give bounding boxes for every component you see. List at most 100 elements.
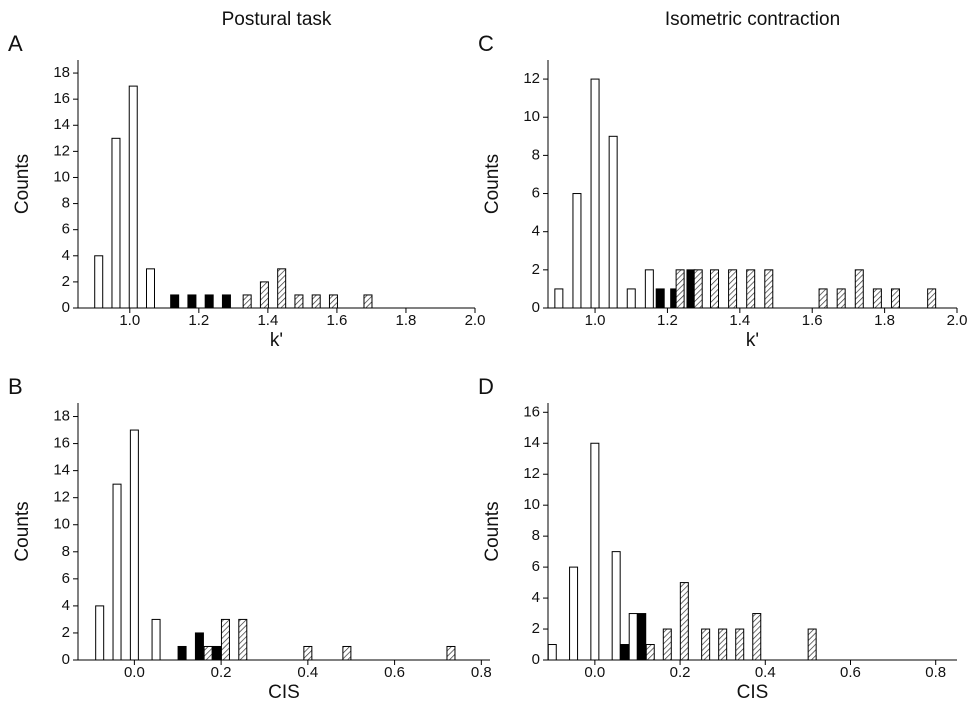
- bar: [626, 288, 636, 309]
- y-tick-label: 0: [532, 651, 540, 668]
- y-tick-label: 16: [523, 403, 540, 420]
- x-tick-label: 0.4: [297, 664, 318, 681]
- y-tick-label: 4: [532, 589, 540, 606]
- bar: [611, 551, 621, 661]
- bar: [637, 613, 647, 661]
- y-tick-label: 10: [53, 516, 70, 533]
- bar: [709, 269, 719, 309]
- bar: [644, 269, 654, 309]
- bar: [854, 269, 864, 309]
- bar: [675, 269, 685, 309]
- column-title: Postural task: [222, 9, 332, 30]
- y-tick-label: 6: [62, 570, 70, 587]
- bar: [95, 605, 105, 661]
- bar: [303, 645, 313, 661]
- y-tick-label: 8: [62, 195, 70, 212]
- y-tick-label: 12: [523, 70, 540, 87]
- bar: [628, 613, 638, 661]
- y-tick-label: 10: [523, 496, 540, 513]
- y-tick-label: 12: [523, 465, 540, 482]
- bar: [807, 628, 817, 661]
- y-tick-label: 16: [53, 90, 70, 107]
- x-tick-label: 0.6: [840, 664, 861, 681]
- x-tick-label: 0.0: [124, 664, 145, 681]
- bar: [818, 288, 828, 309]
- x-tick-label: 1.6: [326, 312, 347, 329]
- x-axis-label: CIS: [737, 682, 769, 703]
- x-tick-label: 0.0: [584, 664, 605, 681]
- x-axis-label: k': [270, 330, 283, 351]
- bar: [328, 294, 338, 309]
- y-tick-label: 14: [523, 434, 540, 451]
- bar: [311, 294, 321, 309]
- panel-letter: B: [8, 374, 23, 399]
- y-tick-label: 6: [532, 558, 540, 575]
- bar: [145, 268, 155, 309]
- bar: [128, 85, 138, 309]
- bar: [547, 644, 557, 661]
- y-tick-label: 2: [532, 620, 540, 637]
- bar: [890, 288, 900, 309]
- bar: [242, 294, 252, 309]
- panel-letter: D: [478, 374, 494, 399]
- bar: [221, 294, 231, 309]
- bar: [590, 442, 600, 661]
- bar: [572, 193, 582, 309]
- bar: [342, 645, 352, 661]
- bar: [655, 288, 665, 309]
- bar: [446, 645, 456, 661]
- y-tick-label: 0: [62, 651, 70, 668]
- y-axis-label: Counts: [482, 501, 503, 561]
- y-axis-label: Counts: [12, 154, 33, 214]
- y-tick-label: 0: [532, 299, 540, 316]
- bar: [94, 255, 104, 309]
- bar: [728, 269, 738, 309]
- y-axis-label: Counts: [12, 501, 33, 561]
- x-axis-label: k': [746, 330, 759, 351]
- bar: [679, 582, 689, 661]
- bar: [212, 645, 222, 661]
- x-tick-label: 1.0: [119, 312, 140, 329]
- column-title: Isometric contraction: [665, 9, 840, 30]
- bar: [620, 644, 630, 661]
- bar: [194, 632, 204, 661]
- y-tick-label: 6: [62, 221, 70, 238]
- x-tick-label: 1.4: [257, 312, 278, 329]
- panel-letter: A: [8, 31, 23, 56]
- bar: [718, 628, 728, 661]
- y-tick-label: 0: [62, 299, 70, 316]
- bar: [701, 628, 711, 661]
- bar: [151, 618, 161, 661]
- bar: [238, 618, 248, 661]
- y-tick-label: 18: [53, 407, 70, 424]
- y-tick-label: 8: [532, 527, 540, 544]
- x-tick-label: 2.0: [947, 312, 968, 329]
- y-tick-label: 8: [62, 543, 70, 560]
- y-tick-label: 2: [62, 624, 70, 641]
- y-tick-label: 12: [53, 142, 70, 159]
- y-tick-label: 10: [523, 108, 540, 125]
- bar: [129, 429, 139, 661]
- y-tick-label: 4: [532, 223, 540, 240]
- y-tick-label: 16: [53, 435, 70, 452]
- x-tick-label: 2.0: [465, 312, 486, 329]
- y-tick-label: 14: [53, 116, 70, 133]
- bar: [111, 137, 121, 309]
- bar: [170, 294, 180, 309]
- bar: [112, 483, 122, 661]
- y-tick-label: 4: [62, 247, 70, 264]
- x-axis-label: CIS: [268, 682, 300, 703]
- y-tick-label: 14: [53, 462, 70, 479]
- bar: [363, 294, 373, 309]
- bar: [554, 288, 564, 309]
- x-tick-label: 1.2: [188, 312, 209, 329]
- panel-letter: C: [478, 31, 494, 56]
- x-tick-label: 1.8: [874, 312, 895, 329]
- bar: [590, 78, 600, 309]
- bar: [204, 294, 214, 309]
- bar: [746, 269, 756, 309]
- bar: [294, 294, 304, 309]
- bar: [735, 628, 745, 661]
- x-tick-label: 0.8: [925, 664, 946, 681]
- bar: [927, 288, 937, 309]
